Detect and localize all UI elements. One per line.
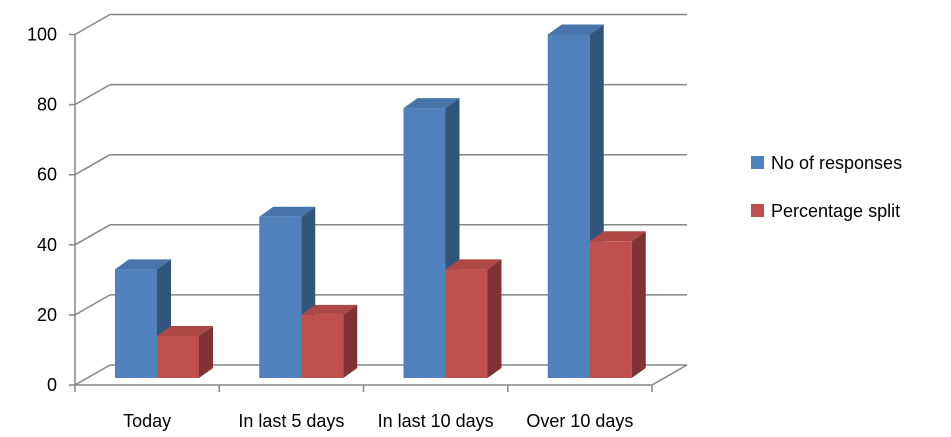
bar: [301, 304, 358, 378]
legend-label: Percentage split: [771, 201, 900, 221]
gridline: [74, 13, 687, 36]
bars: [115, 24, 646, 379]
bar: [157, 325, 213, 378]
y-tick-label: 0: [47, 375, 57, 395]
y-axis-tick-labels: 0 20 40 60 80 100: [27, 25, 57, 396]
legend: No of responses Percentage split: [751, 153, 902, 221]
bar: [445, 259, 502, 378]
y-tick-label: 40: [37, 235, 57, 255]
bar: [403, 98, 460, 379]
legend-label: No of responses: [771, 153, 902, 173]
legend-item: Percentage split: [751, 201, 900, 221]
legend-swatch: [751, 156, 764, 169]
x-tick-label: In last 10 days: [378, 411, 494, 431]
axes: [69, 33, 653, 392]
y-tick-label: 20: [37, 305, 57, 325]
legend-swatch: [751, 204, 764, 217]
x-tick-label: Over 10 days: [526, 411, 633, 431]
y-tick-label: 80: [37, 95, 57, 115]
bar: [589, 231, 646, 378]
y-tick-label: 60: [37, 165, 57, 185]
x-tick-label: Today: [123, 411, 171, 431]
chart-walls: [651, 364, 688, 386]
legend-item: No of responses: [751, 153, 902, 173]
bar: [115, 259, 171, 378]
y-tick-label: 100: [27, 25, 57, 45]
x-axis-tick-labels: Today In last 5 days In last 10 days Over 1…: [123, 411, 633, 431]
x-tick-label: In last 5 days: [238, 411, 344, 431]
